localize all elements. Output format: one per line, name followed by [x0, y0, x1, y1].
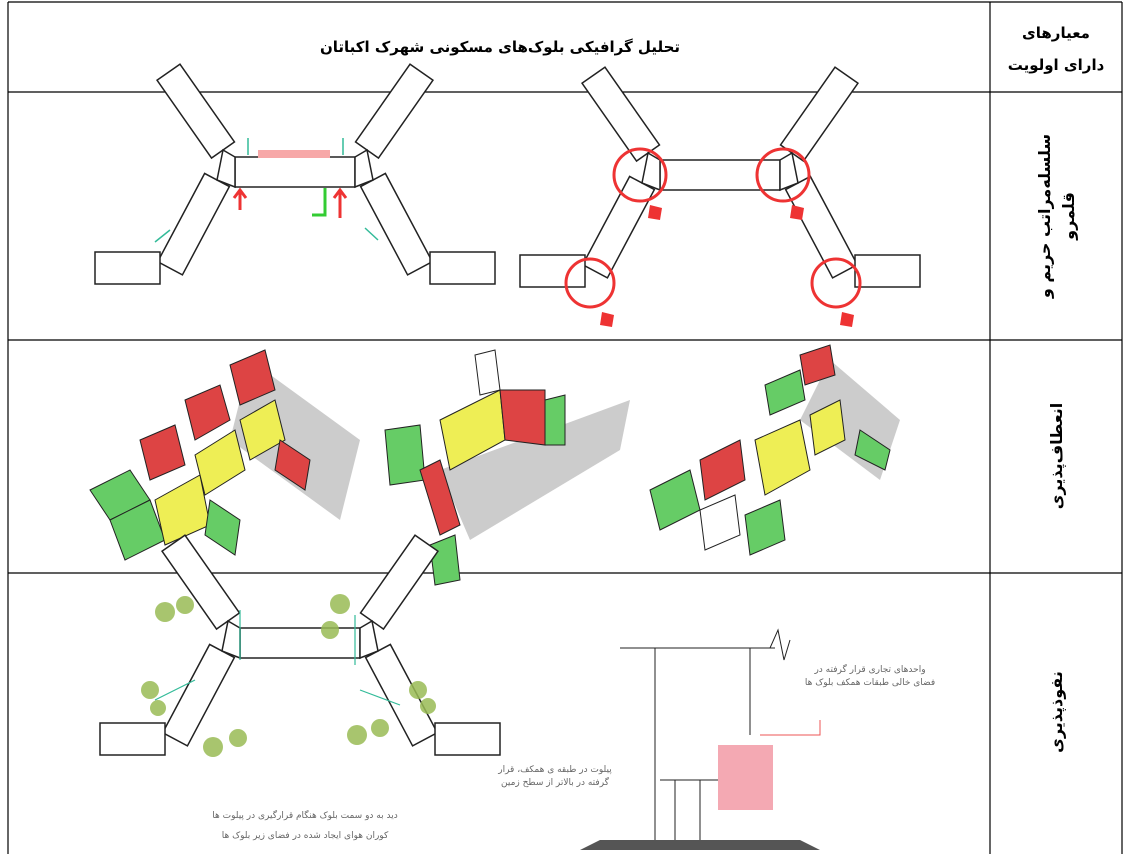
annotation: گرفته در بالاتر از سطح زمین — [501, 776, 610, 788]
criteria-header: دارای اولویت — [1008, 56, 1105, 74]
annotation: واحدهای تجاری قرار گرفته در — [813, 663, 925, 675]
plan-diagram — [94, 63, 496, 285]
row-label: انعطاف‌پذیری — [1047, 403, 1067, 510]
plan-diagram — [519, 66, 921, 327]
row-label: نفوذپذیری — [1047, 671, 1067, 753]
header-title: تحلیل گرافیکی بلوک‌های مسکونی شهرک اکبات… — [320, 38, 680, 56]
annotation: دید به دو سمت بلوک هنگام قرارگیری در پیل… — [212, 809, 397, 821]
annotation: کوران هوای ایجاد شده در فضای زیر بلوک ها — [222, 830, 389, 841]
isometric-diagram — [649, 344, 900, 556]
annotation: فضای خالی طبقات همکف بلوک ها — [805, 677, 935, 688]
isometric-diagram — [384, 349, 630, 586]
row-label: قلمرو — [1059, 192, 1078, 241]
annotation: پیلوت در طبقه ی همکف، قرار — [497, 765, 612, 775]
section-diagram — [580, 628, 821, 850]
circulation-diagram — [99, 534, 501, 757]
criteria-header: معیارهای — [1022, 24, 1090, 42]
annotations: واحدهای تجاری قرار گرفته در فضای خالی طب… — [212, 663, 935, 841]
row-label: سلسله‌مراتب حریم و — [1035, 134, 1054, 299]
isometric-diagram — [89, 349, 360, 561]
